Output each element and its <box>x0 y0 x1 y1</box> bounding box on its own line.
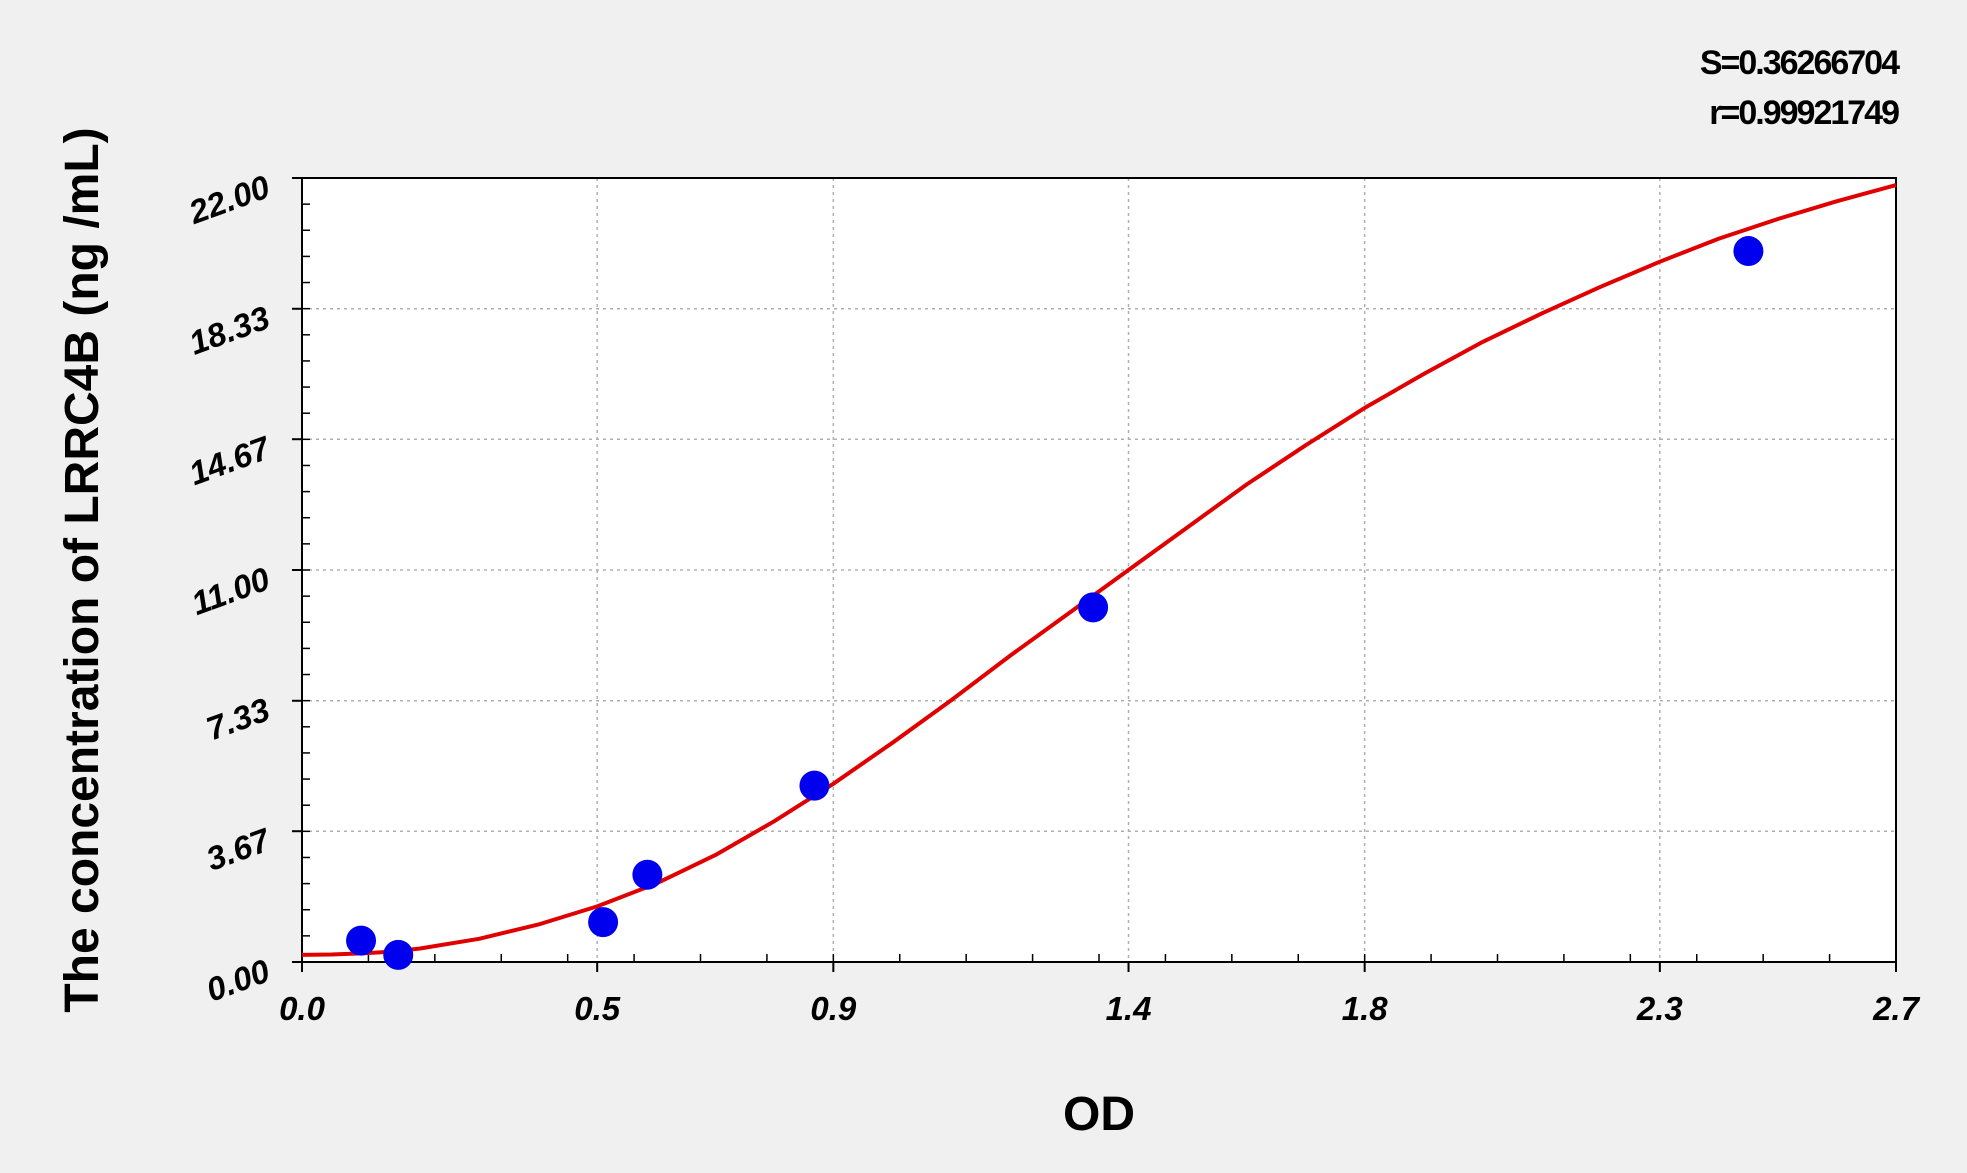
data-point <box>1733 236 1764 267</box>
x-tick-label: 0.5 <box>574 990 621 1027</box>
y-tick-label: 22.00 <box>183 168 275 232</box>
minor-ticks <box>302 203 1831 962</box>
stat-r-value: r=0.99921749 <box>1709 94 1899 132</box>
y-tick-label: 0.00 <box>201 952 275 1009</box>
y-tick-label: 11.00 <box>186 560 275 622</box>
y-tick-label: 14.67 <box>184 428 276 492</box>
x-axis: 0.0 0.5 0.9 1.4 1.8 2.3 2.7 <box>279 962 1921 1027</box>
data-point <box>799 770 830 801</box>
y-axis-title: The concentration of LRRC4B (ng /mL) <box>56 127 109 1012</box>
data-point <box>383 939 414 970</box>
stat-s-value: S=0.36266704 <box>1700 44 1900 82</box>
data-point <box>1078 592 1109 623</box>
x-axis-title: OD <box>1063 1088 1135 1141</box>
data-point <box>346 925 377 956</box>
fit-curve <box>301 183 1897 957</box>
data-point <box>632 859 663 890</box>
x-tick-label: 2.7 <box>1872 990 1921 1027</box>
plot-area <box>302 178 1896 962</box>
y-tick-label: 7.33 <box>201 691 274 748</box>
data-point <box>588 907 619 938</box>
series-layer <box>301 183 1897 970</box>
x-tick-label: 1.8 <box>1342 990 1389 1027</box>
y-axis: 0.00 3.67 7.33 11.00 14.67 18.33 22.00 <box>183 168 302 1009</box>
x-tick-label: 0.9 <box>810 990 857 1027</box>
x-tick-label: 2.3 <box>1636 990 1683 1027</box>
x-tick-label: 1.4 <box>1106 990 1152 1027</box>
y-tick-label: 18.33 <box>184 299 274 362</box>
y-tick-label: 3.67 <box>201 820 276 877</box>
x-tick-label: 0.0 <box>279 990 326 1027</box>
